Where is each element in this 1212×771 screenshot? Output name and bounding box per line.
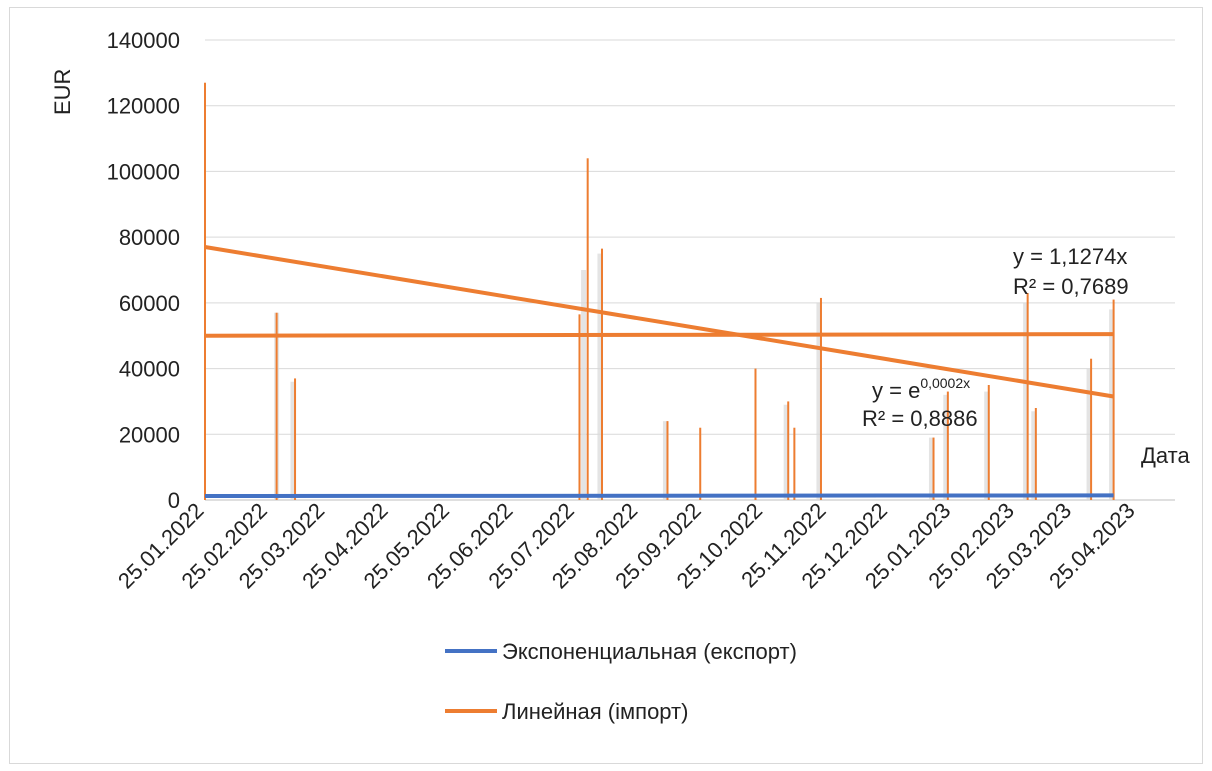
r2-linear: R² = 0,7689 <box>1013 274 1129 299</box>
export-series <box>274 253 1115 500</box>
gridlines <box>205 39 1175 501</box>
legend: Экспоненциальная (експорт) Линейная (імпо… <box>445 639 797 724</box>
x-axis-ticks: 25.01.202225.02.202225.03.202225.04.2022… <box>113 498 1140 594</box>
equation-exp-power: 0,0002x <box>920 375 970 391</box>
export-bar <box>816 302 822 500</box>
r2-exp: R² = 0,8886 <box>862 406 978 431</box>
trendline-1 <box>204 245 1114 399</box>
y-tick-label: 100000 <box>107 159 180 184</box>
import-bar <box>1026 293 1029 500</box>
export-bar <box>581 270 587 500</box>
x-axis-label: Дата <box>1141 443 1190 468</box>
import-bar <box>586 158 589 501</box>
import-series <box>204 82 1115 501</box>
import-bar <box>987 385 990 500</box>
import-bar <box>275 312 278 500</box>
import-bar <box>666 421 669 500</box>
export-bar <box>290 381 296 500</box>
y-tick-label: 60000 <box>119 291 180 316</box>
y-tick-label: 140000 <box>107 28 180 53</box>
import-bar <box>1090 358 1093 500</box>
export-bar <box>928 437 934 500</box>
y-tick-label: 40000 <box>119 357 180 382</box>
y-axis-ticks: 0 20000 40000 60000 80000 100000 120000 140000 <box>107 28 180 513</box>
export-bar <box>943 394 949 500</box>
import-bar <box>932 437 935 500</box>
equation-linear: y = 1,1274x <box>1013 244 1127 269</box>
import-bar <box>699 427 702 500</box>
import-bar <box>578 314 581 500</box>
trendlines <box>204 245 1114 499</box>
import-bar <box>1034 408 1037 500</box>
y-tick-label: 0 <box>168 488 180 513</box>
import-bar <box>819 297 822 500</box>
export-bar <box>783 404 789 500</box>
y-tick-label: 120000 <box>107 94 180 119</box>
equation-exp: y = e0,0002x <box>872 375 970 403</box>
import-bar <box>787 401 790 500</box>
export-bar <box>1031 411 1037 500</box>
export-bar <box>1109 309 1115 500</box>
y-tick-label: 80000 <box>119 225 180 250</box>
legend-label: Экспоненциальная (експорт) <box>502 639 797 664</box>
trendline-2 <box>204 332 1114 338</box>
import-bar <box>601 248 604 500</box>
trendline-0 <box>204 493 1114 499</box>
y-tick-label: 20000 <box>119 422 180 447</box>
import-bar <box>754 368 757 500</box>
legend-label: Линейная (імпорт) <box>502 699 688 724</box>
export-bar <box>662 421 668 500</box>
import-bar <box>1112 299 1115 500</box>
export-bar <box>984 391 990 500</box>
export-bar <box>1023 302 1029 500</box>
export-bar <box>1086 368 1092 500</box>
export-bar <box>597 253 603 500</box>
import-bar <box>946 391 949 500</box>
import-bar <box>204 82 206 500</box>
import-bar <box>294 378 297 500</box>
equation-exp-base: y = e <box>872 378 920 403</box>
y-axis-label: EUR <box>50 69 75 115</box>
chart-frame <box>9 7 1203 764</box>
import-bar <box>793 427 796 500</box>
